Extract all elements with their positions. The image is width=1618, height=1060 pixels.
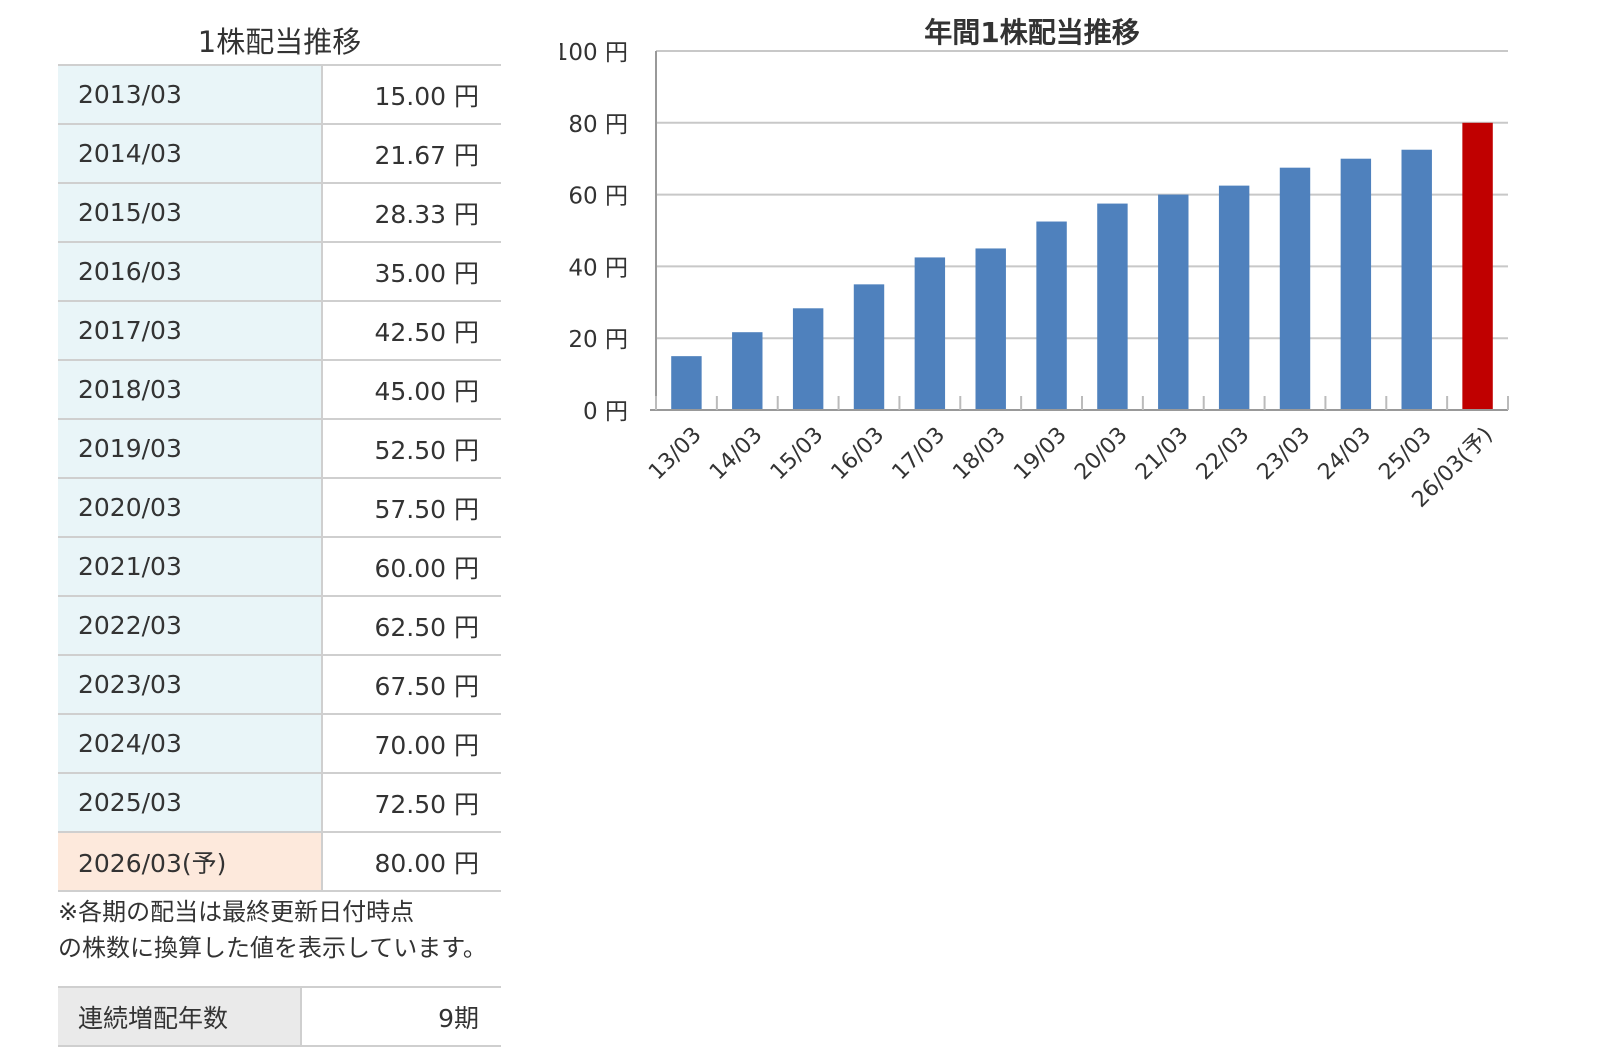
- bar: [671, 356, 702, 410]
- x-tick-label: 18/03: [948, 423, 1011, 486]
- streak-value: 9期: [301, 986, 501, 1047]
- x-tick-label: 15/03: [766, 423, 829, 486]
- period-cell: 2021/03: [58, 537, 323, 597]
- y-tick-label: 60 円: [568, 184, 628, 210]
- x-tick-label: 20/03: [1070, 423, 1133, 486]
- bar: [1279, 167, 1311, 410]
- bar: [1218, 185, 1250, 410]
- bar: [914, 257, 946, 410]
- dividend-row: 2016/03 35.00 円: [58, 242, 501, 302]
- x-tick-label: 16/03: [827, 423, 890, 486]
- footnote: ※各期の配当は最終更新日付時点 の株数に換算した値を表示しています。: [58, 894, 501, 966]
- bars: [671, 122, 1493, 411]
- footnote-line-1: ※各期の配当は最終更新日付時点: [58, 898, 415, 926]
- dividend-table-panel: 1株配当推移 2013/03 15.00 円 2014/03 21.67 円 2015/…: [58, 20, 501, 966]
- dividend-row: 2022/03 62.50 円: [58, 596, 501, 656]
- y-tick-label: 100 円: [560, 40, 628, 66]
- x-tick-label: 24/03: [1314, 423, 1377, 486]
- dividend-row: 2025/03 72.50 円: [58, 773, 501, 833]
- y-tick-label: 0 円: [583, 399, 628, 425]
- amount-cell: 15.00 円: [322, 64, 501, 125]
- bar: [732, 332, 763, 410]
- dividend-table: 2013/03 15.00 円 2014/03 21.67 円 2015/03 28.33…: [58, 64, 501, 892]
- period-cell: 2015/03: [58, 183, 323, 243]
- footnote-line-2: の株数に換算した値を表示しています。: [58, 934, 487, 962]
- amount-cell: 28.33 円: [322, 183, 501, 243]
- period-cell: 2014/03: [58, 124, 323, 184]
- dividend-row: 2021/03 60.00 円: [58, 537, 501, 597]
- amount-cell: 72.50 円: [322, 773, 501, 833]
- amount-cell: 45.00 円: [322, 360, 501, 420]
- period-cell: 2026/03(予): [58, 832, 323, 892]
- x-axis-labels: 13/0314/0315/0316/0317/0318/0319/0320/03…: [644, 423, 1498, 513]
- x-tick-label: 17/03: [888, 423, 951, 486]
- dividend-row: 2014/03 21.67 円: [58, 124, 501, 184]
- y-axis-ticks: 0 円 20 円 40 円 60 円 80 円 100 円: [560, 40, 628, 425]
- period-cell: 2025/03: [58, 773, 323, 833]
- streak-table: 連続増配年数 9期: [58, 986, 501, 1047]
- bar: [1462, 122, 1493, 411]
- period-cell: 2024/03: [58, 714, 323, 774]
- dividend-row: 2020/03 57.50 円: [58, 478, 501, 538]
- x-tick-label: 19/03: [1009, 423, 1072, 486]
- dividend-row: 2019/03 52.50 円: [58, 419, 501, 479]
- bar: [792, 308, 824, 410]
- x-tick-label: 21/03: [1131, 423, 1194, 486]
- x-tick-label: 13/03: [644, 423, 707, 486]
- amount-cell: 70.00 円: [322, 714, 501, 774]
- streak-row: 連続増配年数 9期: [58, 986, 501, 1047]
- bar: [1158, 194, 1189, 410]
- bar: [1036, 221, 1067, 410]
- period-cell: 2019/03: [58, 419, 323, 479]
- dividend-row: 2026/03(予) 80.00 円: [58, 832, 501, 892]
- period-cell: 2017/03: [58, 301, 323, 361]
- bar: [1097, 203, 1128, 410]
- bar: [975, 248, 1006, 410]
- chart-title: 年間1株配当推移: [924, 16, 1139, 49]
- dividend-row: 2015/03 28.33 円: [58, 183, 501, 243]
- amount-cell: 42.50 円: [322, 301, 501, 361]
- period-cell: 2013/03: [58, 64, 323, 125]
- period-cell: 2016/03: [58, 242, 323, 302]
- period-cell: 2018/03: [58, 360, 323, 420]
- amount-cell: 60.00 円: [322, 537, 501, 597]
- x-tick-label: 22/03: [1192, 423, 1255, 486]
- amount-cell: 21.67 円: [322, 124, 501, 184]
- dividend-row: 2017/03 42.50 円: [58, 301, 501, 361]
- amount-cell: 67.50 円: [322, 655, 501, 715]
- amount-cell: 62.50 円: [322, 596, 501, 656]
- table-title: 1株配当推移: [197, 25, 362, 59]
- bar: [1340, 158, 1372, 410]
- dividend-row: 2018/03 45.00 円: [58, 360, 501, 420]
- period-cell: 2022/03: [58, 596, 323, 656]
- dividend-row: 2024/03 70.00 円: [58, 714, 501, 774]
- x-tick-label: 14/03: [705, 423, 768, 486]
- x-tick-label: 23/03: [1253, 423, 1316, 486]
- y-tick-label: 20 円: [568, 327, 628, 353]
- x-axis: [650, 51, 1509, 411]
- streak-label: 連続増配年数: [58, 986, 302, 1047]
- amount-cell: 57.50 円: [322, 478, 501, 538]
- y-tick-label: 40 円: [568, 255, 628, 281]
- y-tick-label: 80 円: [568, 112, 628, 138]
- amount-cell: 52.50 円: [322, 419, 501, 479]
- bar: [853, 284, 885, 410]
- period-cell: 2020/03: [58, 478, 323, 538]
- bar: [1401, 149, 1432, 410]
- amount-cell: 35.00 円: [322, 242, 501, 302]
- gridlines: [656, 50, 1508, 340]
- dividend-row: 2023/03 67.50 円: [58, 655, 501, 715]
- dividend-row: 2013/03 15.00 円: [58, 64, 501, 125]
- amount-cell: 80.00 円: [322, 832, 501, 892]
- period-cell: 2023/03: [58, 655, 323, 715]
